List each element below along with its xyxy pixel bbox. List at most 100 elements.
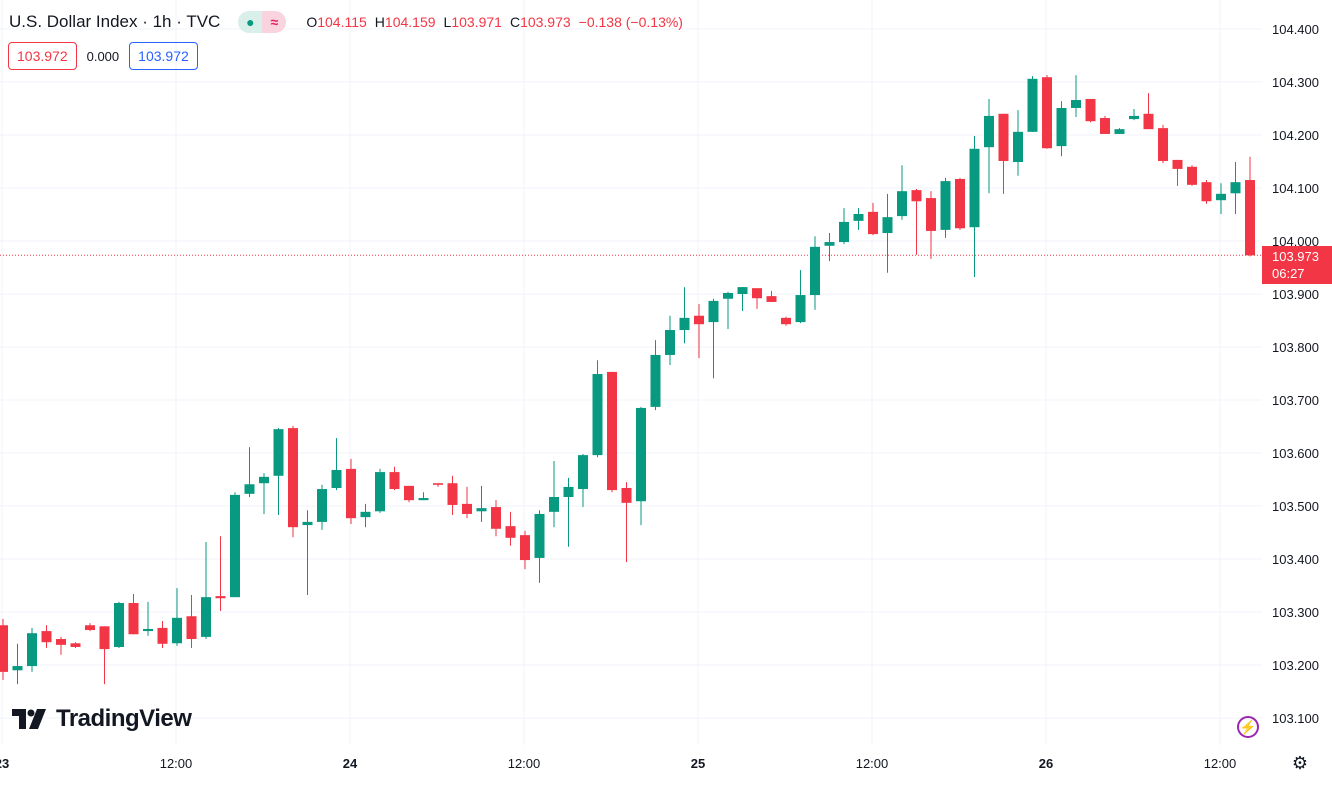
candle-body [70,643,81,647]
tradingview-logo-icon [12,709,46,729]
candle-body [433,483,443,485]
candle-body [56,639,66,645]
candle [215,536,226,611]
candle [346,458,356,525]
candle-body [1216,193,1226,201]
change-value: −0.138 (−0.13%) [578,14,683,30]
candle [824,233,835,262]
low-label: L [443,14,452,30]
candle [375,468,385,513]
candle-body [1042,77,1052,149]
candle-body [781,317,791,325]
candle-body [375,472,385,512]
time-tick-label: 12:00 [1204,756,1237,771]
current-price-label: 103.973 06:27 [1262,246,1332,284]
time-tick-label: 26 [1039,756,1053,771]
candle [41,625,52,649]
candle-body [0,625,8,672]
candle [911,189,922,255]
candle-body [897,191,907,217]
candle [433,483,443,487]
candle-body [418,498,429,501]
candle-body [273,429,284,476]
candle [85,623,95,632]
open-value: 104.115 [317,14,367,30]
symbol-title[interactable]: U.S. Dollar Index · 1h · TVC [9,12,221,31]
high-value: 104.159 [384,14,436,30]
time-tick-label: 24 [343,756,358,771]
ohlc-legend: O 104.115 H 104.159 L 103.971 C 103.973 −0.1… [306,14,691,30]
candle-body [505,526,516,538]
candle [114,601,124,649]
price-tick-label: 103.300 [1272,605,1319,620]
candle [244,447,255,497]
candle [810,236,820,310]
lightning-icon[interactable]: ⚡ [1237,716,1259,738]
chart-header: U.S. Dollar Index · 1h · TVC ● ≈ O 104.11… [9,11,691,33]
candle [1114,128,1125,134]
candle-body [157,627,168,644]
candle-body [317,489,327,522]
candle [302,510,313,596]
candle-body [1013,131,1023,163]
candle [317,484,327,530]
price-tick-label: 103.100 [1272,711,1319,726]
candle-body [621,487,632,503]
candle-body [969,148,980,228]
close-label: C [509,14,521,30]
candle-body [1071,100,1081,108]
candle [0,618,8,680]
candle [70,642,81,649]
candle [723,291,733,329]
low-value: 103.971 [451,14,502,30]
price-tick-label: 104.100 [1272,181,1319,196]
candle [781,316,791,326]
candle-body [259,476,269,484]
candle [201,542,211,640]
market-status-pill[interactable]: ● ≈ [238,11,287,33]
candle-body [172,617,182,644]
candle-body [1143,113,1154,130]
sell-button[interactable]: 103.972 [8,42,77,70]
candle-body [984,115,994,148]
candle [737,287,748,311]
candle [462,486,472,519]
candle [1216,183,1226,214]
candle [897,165,907,220]
candle-body [230,494,240,598]
candle-body [795,295,806,323]
candle [418,492,429,501]
candle [172,588,182,646]
candle [491,500,501,537]
candle-body [650,354,661,407]
price-tick-label: 103.400 [1272,552,1319,567]
candle [1245,156,1255,257]
candle-body [926,198,936,231]
candle [650,340,661,411]
open-label: O [306,14,318,30]
candle [665,315,675,366]
price-tick-label: 103.500 [1272,499,1319,514]
candle [621,482,632,563]
candle [534,510,545,583]
candle [955,177,965,230]
candle-body [940,181,951,230]
candle [1042,75,1052,149]
candle-body [1085,98,1096,122]
buy-button[interactable]: 103.972 [129,42,198,70]
tradingview-logo[interactable]: TradingView [12,705,192,733]
candle [868,202,878,236]
candle-body [752,288,762,299]
candle-body [563,486,574,497]
candle [969,136,980,278]
candle-body [1129,115,1139,120]
candle-body [244,484,255,494]
trade-bar: 103.972 0.000 103.972 [8,42,198,70]
candle-body [955,178,965,229]
candle [331,438,342,491]
candle [1201,180,1212,204]
candle [128,593,139,635]
candle [549,460,559,528]
settings-gear-icon[interactable]: ⚙ [1291,752,1309,773]
